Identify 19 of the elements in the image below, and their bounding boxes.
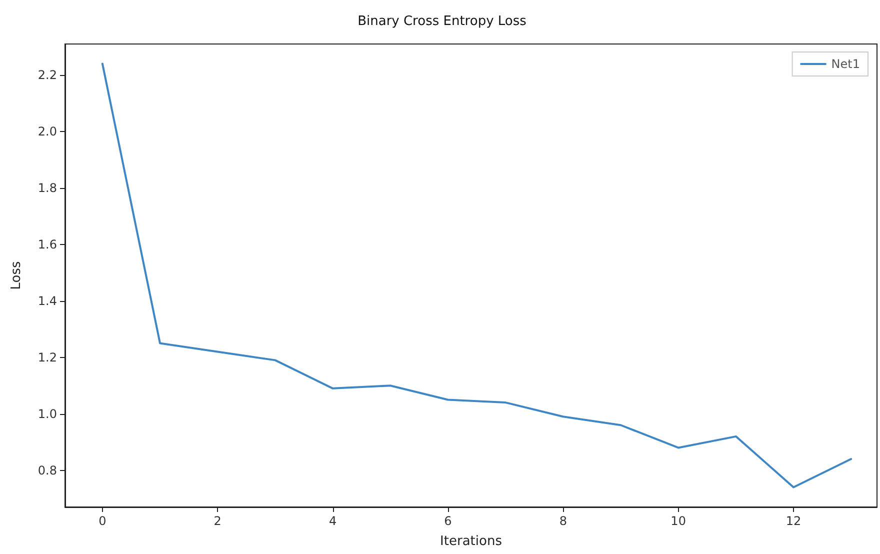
y-tick-label: 2.0 — [38, 124, 57, 139]
x-tick-label: 10 — [670, 514, 686, 528]
y-tick-label: 2.2 — [38, 68, 57, 82]
x-tick-label: 2 — [214, 514, 222, 528]
chart-title: Binary Cross Entropy Loss — [358, 14, 527, 29]
y-tick-label: 1.6 — [38, 237, 57, 252]
y-tick-label: 1.2 — [38, 350, 57, 364]
x-tick-label: 8 — [559, 514, 567, 528]
x-axis-title: Iterations — [440, 534, 502, 549]
y-tick-label: 1.0 — [38, 406, 57, 421]
y-tick-label: 0.8 — [38, 463, 57, 478]
x-tick-label: 4 — [328, 514, 337, 528]
y-axis-title: Loss — [9, 261, 24, 290]
x-tick-label: 0 — [98, 514, 106, 528]
x-tick-label: 12 — [786, 514, 802, 528]
y-tick-label: 1.4 — [38, 294, 57, 308]
x-tick-label: 6 — [444, 514, 452, 528]
legend-label: Net1 — [831, 57, 860, 71]
y-tick-label: 1.8 — [38, 180, 57, 195]
